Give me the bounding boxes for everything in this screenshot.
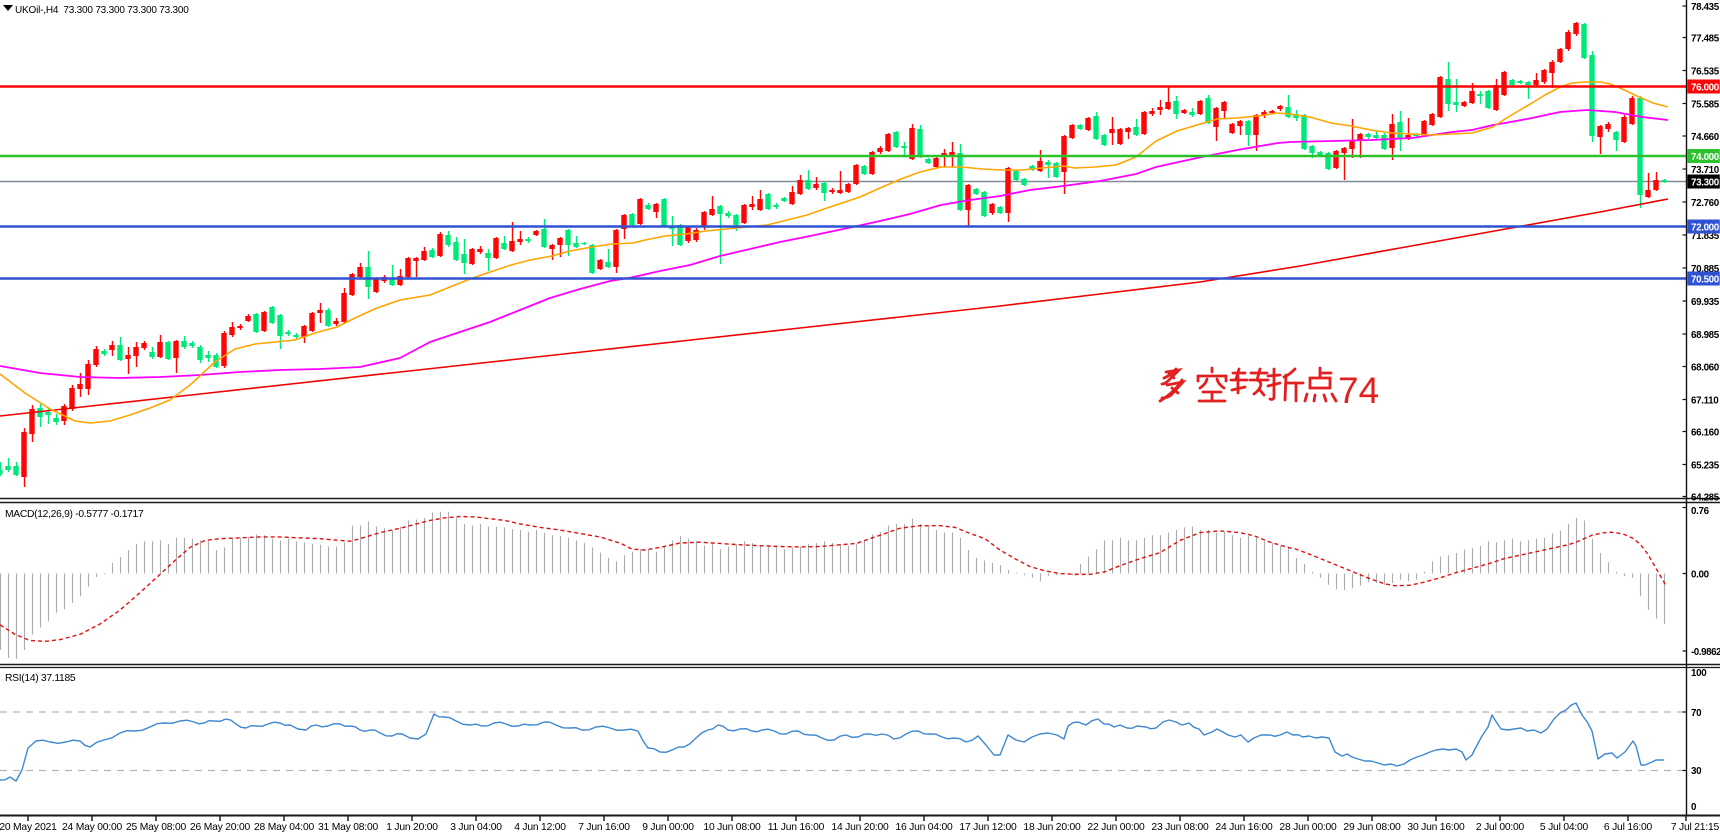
svg-text:7 Jun 16:00: 7 Jun 16:00 (578, 822, 630, 833)
svg-text:68.060: 68.060 (1691, 363, 1720, 374)
svg-text:24 Jun 16:00: 24 Jun 16:00 (1215, 822, 1273, 833)
svg-text:7 Jul 21:15: 7 Jul 21:15 (1671, 822, 1720, 833)
svg-text:17 Jun 12:00: 17 Jun 12:00 (959, 822, 1017, 833)
svg-text:UKOil-,H4 73.300 73.300 73.30: UKOil-,H4 73.300 73.300 73.300 73.300 (15, 5, 189, 16)
svg-text:0: 0 (1691, 802, 1697, 813)
svg-text:5 Jul 04:00: 5 Jul 04:00 (1540, 822, 1589, 833)
svg-text:78.435: 78.435 (1691, 2, 1720, 13)
svg-text:2 Jul 00:00: 2 Jul 00:00 (1476, 822, 1525, 833)
svg-text:28 May 04:00: 28 May 04:00 (254, 822, 314, 833)
svg-text:29 Jun 08:00: 29 Jun 08:00 (1343, 822, 1401, 833)
svg-text:6 Jul 16:00: 6 Jul 16:00 (1604, 822, 1653, 833)
svg-text:30 Jun 16:00: 30 Jun 16:00 (1407, 822, 1465, 833)
svg-text:18 Jun 20:00: 18 Jun 20:00 (1023, 822, 1081, 833)
svg-text:4 Jun 12:00: 4 Jun 12:00 (514, 822, 566, 833)
svg-text:75.585: 75.585 (1691, 100, 1720, 111)
svg-text:72.760: 72.760 (1691, 198, 1720, 209)
svg-text:22 Jun 00:00: 22 Jun 00:00 (1087, 822, 1145, 833)
svg-text:25 May 08:00: 25 May 08:00 (126, 822, 186, 833)
svg-text:74.660: 74.660 (1691, 132, 1720, 143)
svg-text:70: 70 (1691, 708, 1702, 719)
svg-text:11 Jun 16:00: 11 Jun 16:00 (768, 822, 825, 833)
svg-text:76.535: 76.535 (1691, 67, 1720, 78)
svg-text:RSI(14) 37.1185: RSI(14) 37.1185 (5, 673, 76, 684)
svg-text:16 Jun 04:00: 16 Jun 04:00 (895, 822, 953, 833)
svg-text:30: 30 (1691, 766, 1702, 777)
svg-text:69.935: 69.935 (1691, 297, 1720, 308)
svg-text:71.835: 71.835 (1691, 231, 1720, 242)
svg-text:65.235: 65.235 (1691, 461, 1720, 472)
svg-text:70.885: 70.885 (1691, 264, 1720, 275)
svg-text:28 Jun 00:00: 28 Jun 00:00 (1279, 822, 1337, 833)
svg-text:MACD(12,26,9) -0.5777 -0.1717: MACD(12,26,9) -0.5777 -0.1717 (5, 509, 144, 520)
svg-text:100: 100 (1691, 668, 1707, 679)
svg-text:23 Jun 08:00: 23 Jun 08:00 (1151, 822, 1209, 833)
svg-text:14 Jun 20:00: 14 Jun 20:00 (831, 822, 889, 833)
svg-text:74: 74 (1338, 370, 1379, 411)
svg-text:66.160: 66.160 (1691, 428, 1720, 439)
svg-text:74.000: 74.000 (1691, 152, 1720, 163)
svg-text:76.000: 76.000 (1691, 83, 1720, 94)
svg-text:10 Jun 08:00: 10 Jun 08:00 (703, 822, 761, 833)
svg-text:0.76: 0.76 (1691, 506, 1710, 517)
svg-text:68.985: 68.985 (1691, 330, 1720, 341)
svg-text:70.500: 70.500 (1691, 275, 1720, 286)
svg-text:20 May 2021: 20 May 2021 (0, 822, 57, 833)
svg-text:67.110: 67.110 (1691, 396, 1719, 407)
svg-text:3 Jun 04:00: 3 Jun 04:00 (450, 822, 502, 833)
svg-text:0.00: 0.00 (1691, 570, 1710, 581)
svg-text:73.300: 73.300 (1691, 178, 1720, 189)
svg-text:1 Jun 20:00: 1 Jun 20:00 (386, 822, 438, 833)
svg-text:24 May 00:00: 24 May 00:00 (62, 822, 122, 833)
svg-text:73.710: 73.710 (1691, 165, 1720, 176)
svg-text:31 May 08:00: 31 May 08:00 (318, 822, 378, 833)
svg-text:-0.9862: -0.9862 (1691, 647, 1720, 658)
svg-text:64.285: 64.285 (1691, 493, 1720, 504)
svg-text:77.485: 77.485 (1691, 34, 1720, 45)
svg-text:26 May 20:00: 26 May 20:00 (190, 822, 250, 833)
svg-text:9 Jun 00:00: 9 Jun 00:00 (642, 822, 694, 833)
svg-text:72.000: 72.000 (1691, 223, 1720, 234)
